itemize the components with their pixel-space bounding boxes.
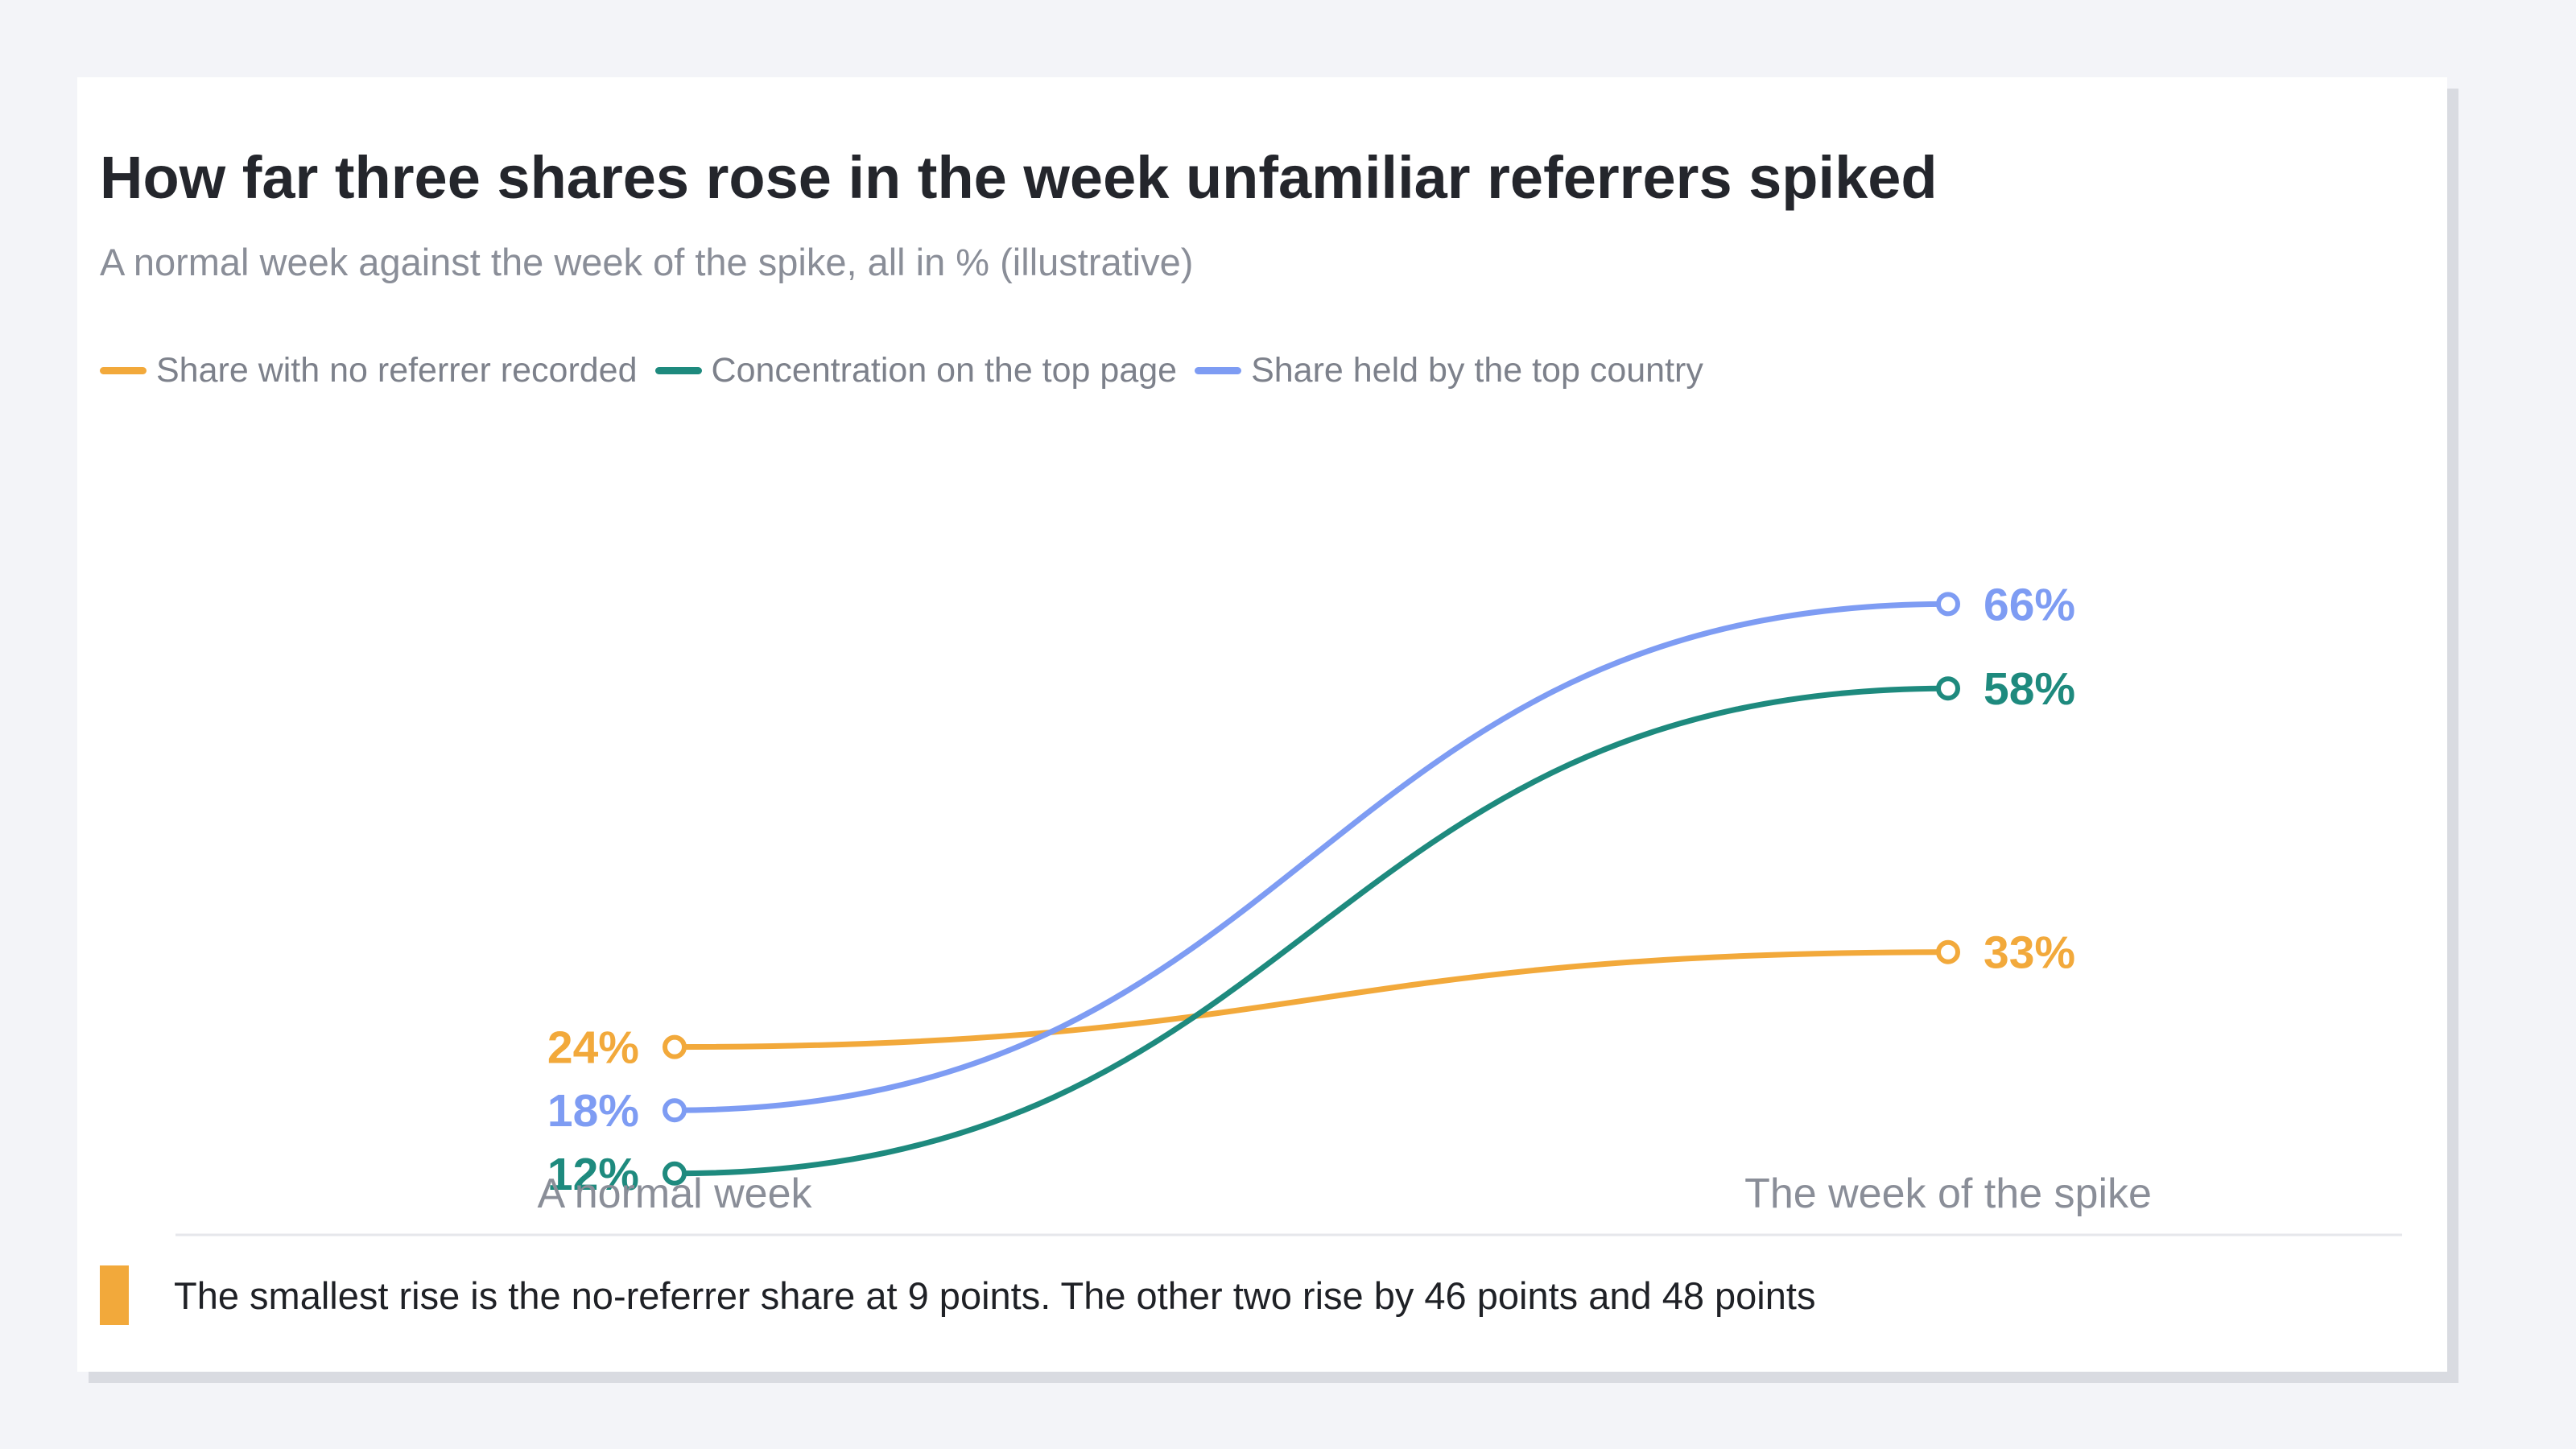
footnote-text: The smallest rise is the no-referrer sha…	[174, 1274, 1816, 1317]
footnote: The smallest rise is the no-referrer sha…	[100, 1265, 1815, 1325]
series-layer: 24% 33% 12% 58% 18% 66%	[547, 579, 2075, 1199]
chart-card	[77, 77, 2447, 1372]
data-label-share-with-no-referrer-recorded-0: 24%	[547, 1022, 639, 1074]
legend-item-top-country: Share held by the top country	[1195, 351, 1703, 390]
data-point-concentration-on-the-top-page-1	[1936, 676, 1960, 701]
data-point-concentration-on-the-top-page-0	[663, 1161, 687, 1186]
data-point-share-with-no-referrer-recorded-0	[663, 1034, 687, 1059]
data-label-concentration-on-the-top-page-0: 12%	[547, 1149, 639, 1200]
x-tick-label-normal-week: A normal week	[537, 1170, 812, 1217]
legend-swatch-no-referrer	[100, 366, 147, 374]
chart-subtitle: A normal week against the week of the sp…	[100, 241, 1194, 283]
series-line-concentration-on-the-top-page	[671, 685, 1951, 1177]
chart-title: How far three shares rose in the week un…	[100, 144, 1938, 211]
legend-item-top-page: Concentration on the top page	[654, 350, 1178, 390]
x-tick-label-spike-week: The week of the spike	[1744, 1170, 2152, 1217]
legend-label-no-referrer: Share with no referrer recorded	[156, 350, 638, 390]
legend-label-top-country: Share held by the top country	[1251, 350, 1703, 390]
footnote-marker	[100, 1265, 129, 1325]
legend-item-no-referrer: Share with no referrer recorded	[100, 351, 638, 390]
data-label-share-held-by-the-top-country-0: 18%	[547, 1085, 639, 1137]
data-label-share-with-no-referrer-recorded-1: 33%	[1984, 927, 2075, 979]
legend-label-top-page: Concentration on the top page	[711, 350, 1178, 390]
data-point-share-held-by-the-top-country-1	[1936, 592, 1960, 617]
data-label-share-held-by-the-top-country-1: 66%	[1984, 579, 2075, 630]
data-point-share-with-no-referrer-recorded-1	[1936, 939, 1960, 964]
chart-legend: Share with no referrer recorded Concentr…	[100, 346, 1721, 394]
data-label-concentration-on-the-top-page-1: 58%	[1984, 663, 2075, 715]
legend-swatch-top-country	[1195, 366, 1242, 374]
series-line-share-with-no-referrer-recorded	[671, 949, 1951, 1051]
legend-swatch-top-page	[654, 366, 702, 374]
data-point-share-held-by-the-top-country-0	[663, 1098, 687, 1123]
series-line-share-held-by-the-top-country	[671, 601, 1951, 1113]
